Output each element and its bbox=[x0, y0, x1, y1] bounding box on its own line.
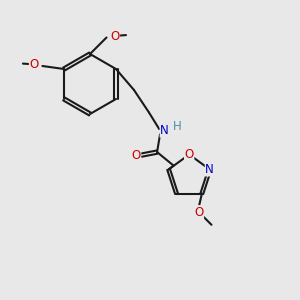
Text: O: O bbox=[194, 206, 203, 219]
Text: O: O bbox=[110, 29, 119, 43]
Text: O: O bbox=[131, 148, 141, 162]
Text: O: O bbox=[184, 148, 194, 161]
Text: N: N bbox=[160, 124, 169, 137]
Text: H: H bbox=[173, 120, 182, 134]
Text: O: O bbox=[29, 58, 39, 71]
Text: N: N bbox=[205, 163, 214, 176]
